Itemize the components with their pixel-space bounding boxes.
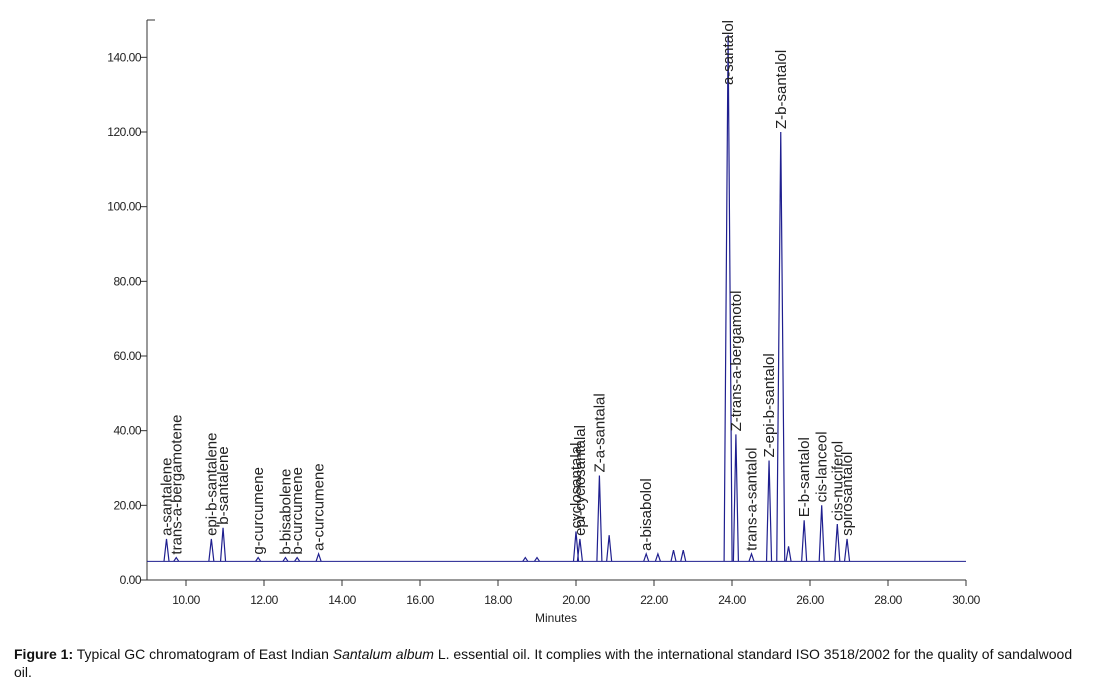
peak <box>315 551 322 562</box>
peak <box>596 475 603 562</box>
peak <box>282 556 289 562</box>
x-tick-label: 24.00 <box>718 593 746 607</box>
x-tick-label: 30.00 <box>952 593 980 607</box>
peak <box>680 550 687 562</box>
peak-label: spirosantalol <box>839 452 856 536</box>
peak <box>818 505 825 562</box>
peak <box>294 556 301 562</box>
peak-label: epi-cyclosantalal <box>572 425 589 536</box>
peak <box>776 131 786 562</box>
peak <box>576 538 583 562</box>
peak-label: b-bisabolene <box>277 469 294 555</box>
caption-text: Typical GC chromatogram of East Indian <box>73 646 333 662</box>
peak-label: g-curcumene <box>250 467 267 555</box>
peak-label: E-b-santalol <box>796 437 813 517</box>
y-tick-label: 80.00 <box>113 274 141 288</box>
caption: Figure 1: Typical GC chromatogram of Eas… <box>14 645 1089 681</box>
peak-label: Z-epi-b-santalol <box>761 353 778 457</box>
peak-label: trans-a-santalol <box>744 447 761 550</box>
peak <box>534 556 540 562</box>
peak-label: cis-lanceol <box>814 431 831 502</box>
x-axis-label: Minutes <box>535 611 577 625</box>
y-tick-label: 40.00 <box>113 424 141 438</box>
peak-label: cyclosantalal <box>568 443 585 529</box>
peak <box>208 538 215 562</box>
peak <box>834 523 841 562</box>
peak-label: a-santalol <box>720 20 737 85</box>
caption-species: Santalum album <box>332 646 434 662</box>
x-tick-label: 10.00 <box>172 593 200 607</box>
caption-label: Figure 1: <box>14 646 74 662</box>
peak <box>732 434 739 562</box>
y-tick-label: 120.00 <box>107 125 142 139</box>
x-tick-label: 14.00 <box>328 593 356 607</box>
peak-label: epi-b-santalene <box>203 433 220 536</box>
x-tick-label: 28.00 <box>874 593 902 607</box>
peak <box>522 556 529 562</box>
y-tick-label: 140.00 <box>107 50 142 64</box>
peak-label: b-curcumene <box>289 467 306 555</box>
peak <box>219 527 227 562</box>
peak <box>765 460 773 562</box>
caption-text: L. essential oil. It complies with the i… <box>14 646 1073 680</box>
peak <box>643 551 650 562</box>
peak-label: a-bisabolol <box>638 478 655 551</box>
y-tick-label: 100.00 <box>107 200 142 214</box>
y-tick-label: 60.00 <box>113 349 141 363</box>
peak <box>748 551 755 562</box>
peak-label: trans-a-bergamotene <box>168 415 185 555</box>
peak-label: cis-nuciferol <box>829 441 846 521</box>
peak <box>163 538 170 562</box>
peak-label: Z-trans-a-bergamotol <box>728 291 745 432</box>
peak <box>843 538 851 562</box>
x-tick-label: 12.00 <box>250 593 278 607</box>
x-tick-label: 26.00 <box>796 593 824 607</box>
peak <box>173 556 180 562</box>
x-tick-label: 20.00 <box>562 593 590 607</box>
peak-label: Z-b-santalol <box>773 50 790 129</box>
chart: Minutes 0.00 20.00 40.00 60.00 80.00 100.00 12… <box>107 19 981 625</box>
peak-label: b-santalene <box>215 446 232 524</box>
peak-label: a-curcumene <box>311 463 328 551</box>
peak <box>670 550 677 562</box>
peak-label: Z-a-santalal <box>591 393 608 472</box>
peak <box>255 556 262 562</box>
peak-label: a-santalene <box>159 458 176 536</box>
y-tick-label: 20.00 <box>113 498 141 512</box>
peak <box>801 520 808 562</box>
x-tick-label: 16.00 <box>406 593 434 607</box>
peak <box>785 546 792 562</box>
peak <box>572 531 580 562</box>
x-tick-label: 22.00 <box>640 593 668 607</box>
peak <box>723 34 733 562</box>
peak <box>654 551 661 562</box>
peak <box>606 535 613 562</box>
y-tick-label: 0.00 <box>120 573 142 587</box>
x-tick-label: 18.00 <box>484 593 512 607</box>
